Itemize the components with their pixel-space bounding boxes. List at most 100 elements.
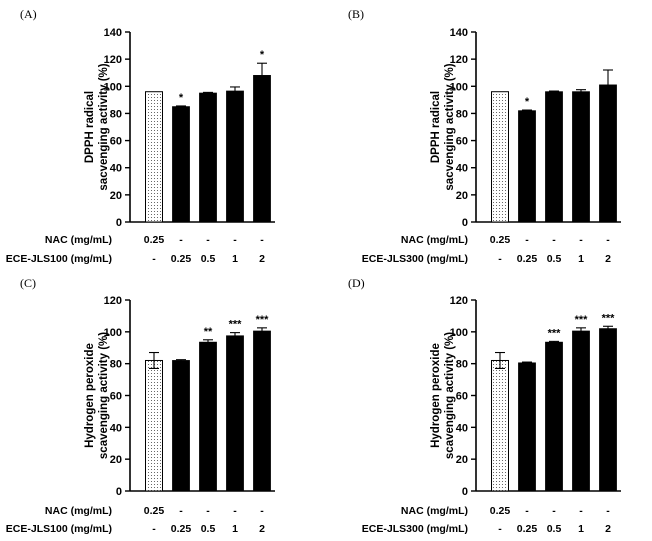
treatment-value: - xyxy=(525,234,529,246)
treatment-value: 2 xyxy=(605,253,611,265)
significance-mark: * xyxy=(260,49,265,61)
bar-nac xyxy=(145,359,163,492)
significance-mark: *** xyxy=(229,319,243,331)
bar-sample xyxy=(253,75,271,223)
treatment-row-label: NAC (mg/mL) xyxy=(401,234,468,246)
y-tick-label: 100 xyxy=(450,327,468,339)
treatment-value: - xyxy=(233,505,237,517)
bar-sample xyxy=(226,335,244,492)
significance-mark: *** xyxy=(575,314,589,326)
y-tick-label: 0 xyxy=(116,217,122,229)
treatment-value: - xyxy=(579,505,583,517)
panel-label: (B) xyxy=(348,7,364,21)
treatment-row-label: NAC (mg/mL) xyxy=(45,234,112,246)
y-tick-label: 60 xyxy=(456,391,468,403)
bar-sample xyxy=(545,91,563,223)
y-tick-label: 80 xyxy=(110,359,122,371)
treatment-value: - xyxy=(179,234,183,246)
y-axis-label: Hydrogen peroxide xyxy=(84,343,96,448)
significance-mark: *** xyxy=(256,314,270,326)
treatment-value: - xyxy=(525,505,529,517)
y-tick-label: 60 xyxy=(110,136,122,148)
significance-mark: * xyxy=(525,96,530,108)
treatment-row-label: NAC (mg/mL) xyxy=(401,505,468,517)
significance-mark: * xyxy=(179,92,184,104)
bar-sample xyxy=(518,110,536,223)
significance-mark: *** xyxy=(602,312,616,324)
treatment-value: - xyxy=(206,505,210,517)
y-tick-label: 100 xyxy=(104,327,122,339)
treatment-value: 0.25 xyxy=(171,253,192,265)
y-axis-label: DPPH radical xyxy=(84,91,96,163)
y-tick-label: 20 xyxy=(456,454,468,466)
bar-sample xyxy=(572,91,590,223)
treatment-row-label: ECE-JLS100 (mg/mL) xyxy=(6,523,112,535)
treatment-value: 1 xyxy=(578,523,584,535)
bar-sample xyxy=(253,330,271,492)
treatment-value: 0.5 xyxy=(201,253,216,265)
treatment-value: - xyxy=(498,253,502,265)
y-tick-label: 80 xyxy=(456,359,468,371)
y-tick-label: 0 xyxy=(462,486,468,498)
bar-nac xyxy=(491,359,509,492)
y-axis-label: scavenging activity (%) xyxy=(444,332,456,459)
y-tick-label: 120 xyxy=(104,54,122,66)
treatment-value: 2 xyxy=(259,523,265,535)
y-tick-label: 0 xyxy=(116,486,122,498)
treatment-value: 0.25 xyxy=(490,505,511,517)
y-tick-label: 40 xyxy=(110,422,122,434)
treatment-value: - xyxy=(152,253,156,265)
treatment-value: 2 xyxy=(259,253,265,265)
bar-sample xyxy=(545,341,563,492)
y-tick-label: 80 xyxy=(110,108,122,120)
y-tick-label: 100 xyxy=(450,81,468,93)
panel-label: (C) xyxy=(20,276,36,290)
treatment-row-label: NAC (mg/mL) xyxy=(45,505,112,517)
treatment-value: - xyxy=(579,234,583,246)
treatment-value: 0.25 xyxy=(517,523,538,535)
y-tick-label: 120 xyxy=(450,54,468,66)
y-axis-label: sacvenging activity (%) xyxy=(444,63,456,190)
bar-sample xyxy=(599,84,617,223)
panel-label: (A) xyxy=(20,7,37,21)
y-axis-label: scavenging activity (%) xyxy=(98,332,110,459)
treatment-value: 0.25 xyxy=(490,234,511,246)
treatment-value: - xyxy=(260,234,264,246)
treatment-value: - xyxy=(206,234,210,246)
bar-sample xyxy=(199,92,217,223)
y-tick-label: 140 xyxy=(450,27,468,39)
treatment-row-label: ECE-JLS300 (mg/mL) xyxy=(362,253,468,265)
y-tick-label: 40 xyxy=(456,163,468,175)
treatment-value: - xyxy=(260,505,264,517)
bar-sample xyxy=(172,360,190,492)
y-tick-label: 40 xyxy=(456,422,468,434)
y-tick-label: 20 xyxy=(110,190,122,202)
treatment-value: 2 xyxy=(605,523,611,535)
y-tick-label: 40 xyxy=(110,163,122,175)
treatment-row-label: ECE-JLS100 (mg/mL) xyxy=(6,253,112,265)
treatment-value: 0.5 xyxy=(547,253,562,265)
bar-sample xyxy=(199,341,217,492)
treatment-value: - xyxy=(152,523,156,535)
significance-mark: ** xyxy=(204,326,213,338)
y-axis-label: Hydrogen peroxide xyxy=(430,343,442,448)
treatment-value: 0.5 xyxy=(201,523,216,535)
treatment-value: 1 xyxy=(232,523,238,535)
bar-nac xyxy=(491,91,509,223)
treatment-value: 1 xyxy=(578,253,584,265)
y-tick-label: 20 xyxy=(110,454,122,466)
treatment-value: - xyxy=(552,505,556,517)
y-tick-label: 140 xyxy=(104,27,122,39)
y-axis-label: DPPH radical xyxy=(430,91,442,163)
bar-sample xyxy=(572,330,590,492)
treatment-value: - xyxy=(179,505,183,517)
y-tick-label: 100 xyxy=(104,81,122,93)
y-tick-label: 60 xyxy=(110,391,122,403)
treatment-row-label: ECE-JLS300 (mg/mL) xyxy=(362,523,468,535)
y-tick-label: 120 xyxy=(104,295,122,307)
panel-label: (D) xyxy=(348,276,365,290)
bar-sample xyxy=(518,362,536,492)
y-axis-label: sacvenging activity (%) xyxy=(98,63,110,190)
bar-sample xyxy=(599,328,617,492)
